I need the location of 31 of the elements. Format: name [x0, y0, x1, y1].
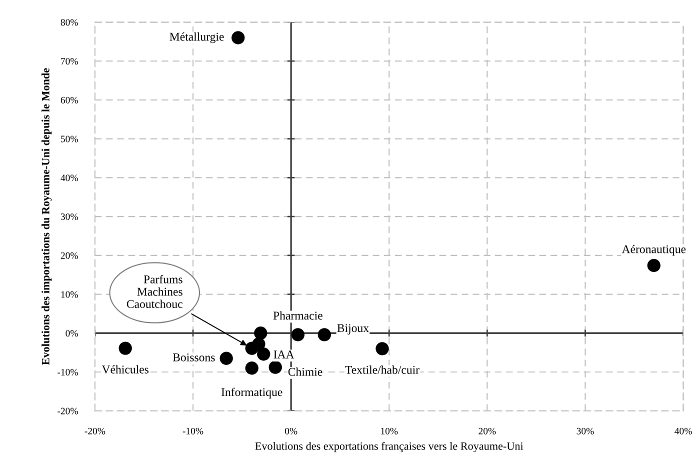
annotation: Bijoux	[337, 324, 369, 334]
y-tick-label: 20%	[60, 252, 78, 259]
y-tick-label: 30%	[60, 213, 78, 220]
y-tick-label: 50%	[61, 136, 78, 142]
y-tick-label: 40%	[60, 174, 78, 182]
y-tick-label: 80%	[60, 19, 78, 26]
x-tick-label: 10%	[381, 428, 398, 434]
y-tick-label: 10%	[61, 291, 78, 298]
x-tick-label: -10%	[182, 428, 204, 434]
y-tick-label: 0%	[66, 330, 78, 337]
annotation: IAA	[274, 350, 294, 358]
annotation: Informatique	[221, 388, 282, 399]
annotation: Boissons	[172, 353, 215, 362]
annotation: Parfums Machines Caoutchouc	[126, 274, 182, 308]
x-axis-title: Evolutions des exportations françaises vers le Royaume-Uni	[255, 442, 524, 452]
y-tick-label: -10%	[58, 368, 78, 376]
y-tick-label: -20%	[58, 408, 78, 414]
y-tick-label: 70%	[61, 58, 78, 65]
x-tick-label: 0%	[284, 428, 298, 434]
y-tick-label: 60%	[60, 96, 78, 104]
x-tick-label: 40%	[674, 428, 692, 434]
x-tick-label: 30%	[576, 428, 594, 434]
annotation: Chimie	[288, 368, 322, 376]
annotation: Véhicules	[102, 365, 149, 374]
annotation: Textile/hab/cuir	[345, 366, 420, 374]
x-tick-label: 20%	[478, 428, 496, 434]
y-axis-title: Evolutions des importations du Royaume-Uni depuis le Monde	[42, 68, 52, 365]
annotation: Métallurgie	[170, 32, 224, 44]
annotation: Aéronautique	[622, 244, 686, 256]
x-tick-label: -20%	[84, 428, 106, 434]
annotation: Pharmacie	[273, 311, 322, 320]
